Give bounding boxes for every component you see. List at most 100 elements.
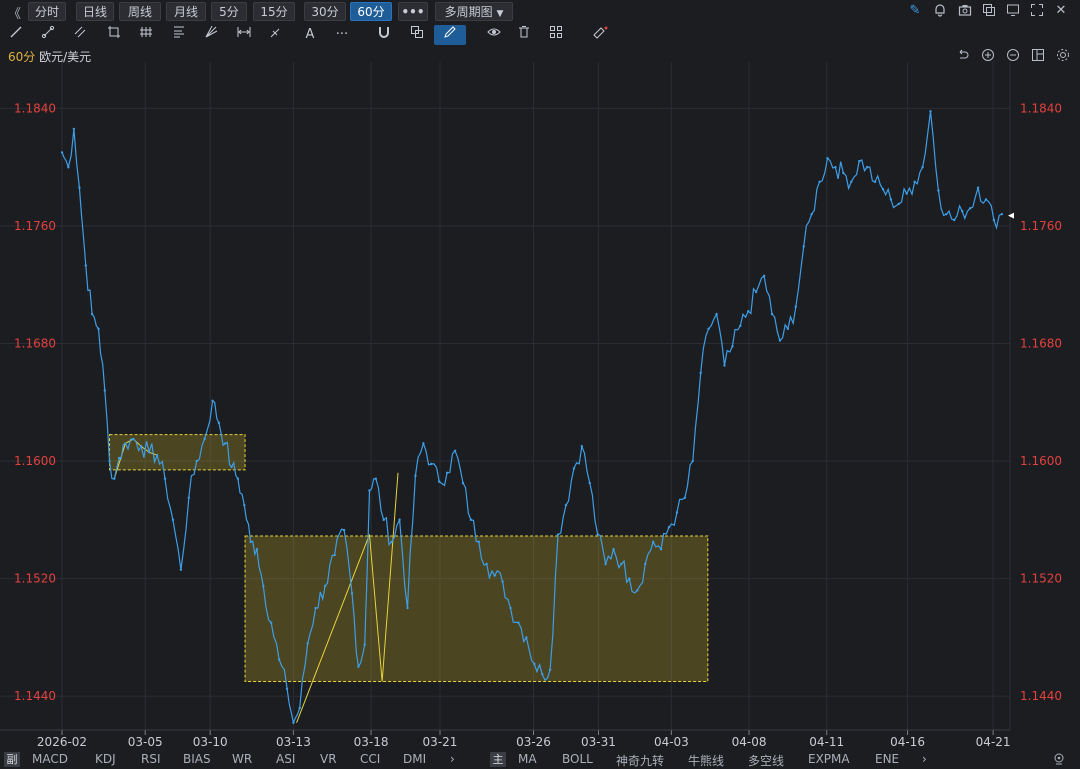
price-point bbox=[477, 540, 481, 544]
indicator-nine-turns[interactable]: 神奇九转 bbox=[616, 754, 665, 768]
price-point bbox=[699, 371, 702, 375]
price-point bbox=[968, 207, 972, 210]
eye-icon[interactable] bbox=[484, 25, 504, 45]
grid-icon[interactable] bbox=[136, 25, 156, 45]
period-tab-weekly[interactable]: 周线 bbox=[119, 2, 161, 21]
copy-icon[interactable] bbox=[980, 3, 998, 21]
trash-icon[interactable] bbox=[514, 25, 534, 45]
indicator-vr[interactable]: VR bbox=[320, 752, 337, 766]
ruler-icon[interactable] bbox=[590, 25, 610, 45]
price-chart[interactable]: 1.1840 1.1840 1.1760 1.1760 1.1680 1.1680 1.16… bbox=[0, 62, 1080, 752]
price-point bbox=[368, 489, 371, 492]
price-point bbox=[826, 157, 829, 160]
channel-icon[interactable] bbox=[70, 25, 90, 45]
multi-period-dropdown[interactable]: 多周期图 ▼ bbox=[435, 2, 513, 21]
period-bar: 《 分时 日线 周线 月线 5分 15分 30分 60分 ••• 多周期图 ▼ … bbox=[0, 0, 1080, 24]
indicator-rsi[interactable]: RSI bbox=[141, 752, 161, 766]
period-tab-60min[interactable]: 60分 bbox=[350, 2, 392, 21]
indicator-dmi[interactable]: DMI bbox=[403, 752, 427, 766]
indicator-macd[interactable]: MACD bbox=[32, 752, 68, 766]
crop-icon[interactable] bbox=[104, 25, 124, 45]
price-point bbox=[97, 327, 100, 330]
camera-icon[interactable] bbox=[956, 3, 974, 21]
price-point bbox=[469, 518, 473, 522]
price-point bbox=[770, 312, 774, 316]
price-point bbox=[249, 540, 252, 544]
x-tick-label: 03-13 bbox=[276, 735, 311, 749]
undo-icon[interactable] bbox=[954, 48, 972, 64]
y-tick-label-right: 1.1440 bbox=[1020, 689, 1062, 703]
price-point bbox=[211, 399, 214, 402]
price-point bbox=[913, 180, 916, 184]
location-icon[interactable] bbox=[1052, 752, 1066, 769]
measure-icon[interactable] bbox=[234, 25, 254, 45]
price-point bbox=[596, 533, 599, 536]
group-icon[interactable] bbox=[546, 25, 566, 45]
annotation-box[interactable] bbox=[244, 535, 709, 683]
period-tab-15min[interactable]: 15分 bbox=[253, 2, 295, 21]
close-icon[interactable]: ✕ bbox=[1055, 3, 1067, 18]
price-point bbox=[493, 574, 496, 577]
layout-icon[interactable] bbox=[1029, 48, 1047, 64]
more-icon[interactable]: ··· bbox=[335, 27, 349, 42]
text-icon[interactable]: A bbox=[305, 27, 315, 42]
annotation-box[interactable] bbox=[109, 434, 246, 471]
indicator-ene[interactable]: ENE bbox=[875, 752, 900, 766]
draw-icon[interactable] bbox=[434, 25, 466, 45]
price-point bbox=[195, 459, 198, 463]
period-tab-5min[interactable]: 5分 bbox=[211, 2, 247, 21]
edit-icon[interactable]: ✎ bbox=[909, 3, 921, 18]
fullscreen-icon[interactable] bbox=[1028, 3, 1046, 21]
fib-icon[interactable] bbox=[169, 25, 189, 45]
ray-icon[interactable] bbox=[38, 25, 58, 45]
price-point bbox=[124, 442, 127, 445]
more-periods-button[interactable]: ••• bbox=[398, 2, 428, 21]
sub-indicator-tag: 副 bbox=[4, 752, 20, 767]
indicator-bull-bear[interactable]: 牛熊线 bbox=[688, 754, 725, 768]
fan-icon[interactable] bbox=[201, 25, 221, 45]
y-tick-label-left: 1.1760 bbox=[14, 219, 56, 233]
price-point bbox=[612, 548, 615, 551]
chevron-right-icon-2[interactable]: › bbox=[922, 752, 927, 766]
bell-icon[interactable] bbox=[931, 3, 949, 21]
price-point bbox=[580, 445, 584, 448]
magnet-icon[interactable] bbox=[374, 25, 394, 45]
period-tab-30min[interactable]: 30分 bbox=[304, 2, 346, 21]
price-point bbox=[298, 706, 301, 710]
annotation-trendline[interactable] bbox=[113, 438, 158, 479]
indicator-kdj[interactable]: KDJ bbox=[95, 752, 116, 766]
line-icon[interactable] bbox=[6, 25, 26, 45]
pencil-icon[interactable] bbox=[266, 25, 286, 45]
indicator-long-short[interactable]: 多空线 bbox=[748, 754, 785, 768]
period-tab-daily[interactable]: 日线 bbox=[76, 2, 114, 21]
period-tab-monthly[interactable]: 月线 bbox=[166, 2, 206, 21]
price-point bbox=[236, 477, 240, 480]
indicator-cci[interactable]: CCI bbox=[360, 752, 381, 766]
interval-label: 60分 bbox=[8, 50, 36, 64]
period-tab-timeshare[interactable]: 分时 bbox=[28, 2, 66, 21]
indicator-boll[interactable]: BOLL bbox=[562, 752, 593, 766]
price-point bbox=[857, 160, 861, 163]
price-point bbox=[163, 477, 167, 480]
y-tick-label-right: 1.1600 bbox=[1020, 454, 1062, 468]
zoom-out-icon[interactable] bbox=[1004, 48, 1022, 64]
x-tick-label: 04-11 bbox=[809, 735, 844, 749]
annotation-trendline[interactable] bbox=[296, 472, 399, 723]
monitor-icon[interactable] bbox=[1004, 3, 1022, 21]
layers-icon[interactable] bbox=[407, 25, 427, 45]
settings-icon[interactable] bbox=[1054, 48, 1072, 64]
collapse-icon[interactable]: 《 bbox=[8, 7, 22, 22]
price-point bbox=[533, 662, 536, 666]
indicator-bias[interactable]: BIAS bbox=[183, 752, 211, 766]
symbol-label: 60分 欧元/美元 bbox=[8, 48, 91, 65]
indicator-ma[interactable]: MA bbox=[518, 752, 537, 766]
price-point bbox=[117, 456, 121, 460]
indicator-asi[interactable]: ASI bbox=[276, 752, 296, 766]
x-tick-label: 03-05 bbox=[128, 735, 163, 749]
price-point bbox=[78, 186, 81, 189]
price-point bbox=[342, 528, 346, 532]
chevron-right-icon[interactable]: › bbox=[450, 752, 455, 766]
indicator-wr[interactable]: WR bbox=[232, 752, 253, 766]
indicator-expma[interactable]: EXPMA bbox=[808, 752, 850, 766]
zoom-in-icon[interactable] bbox=[979, 48, 997, 64]
